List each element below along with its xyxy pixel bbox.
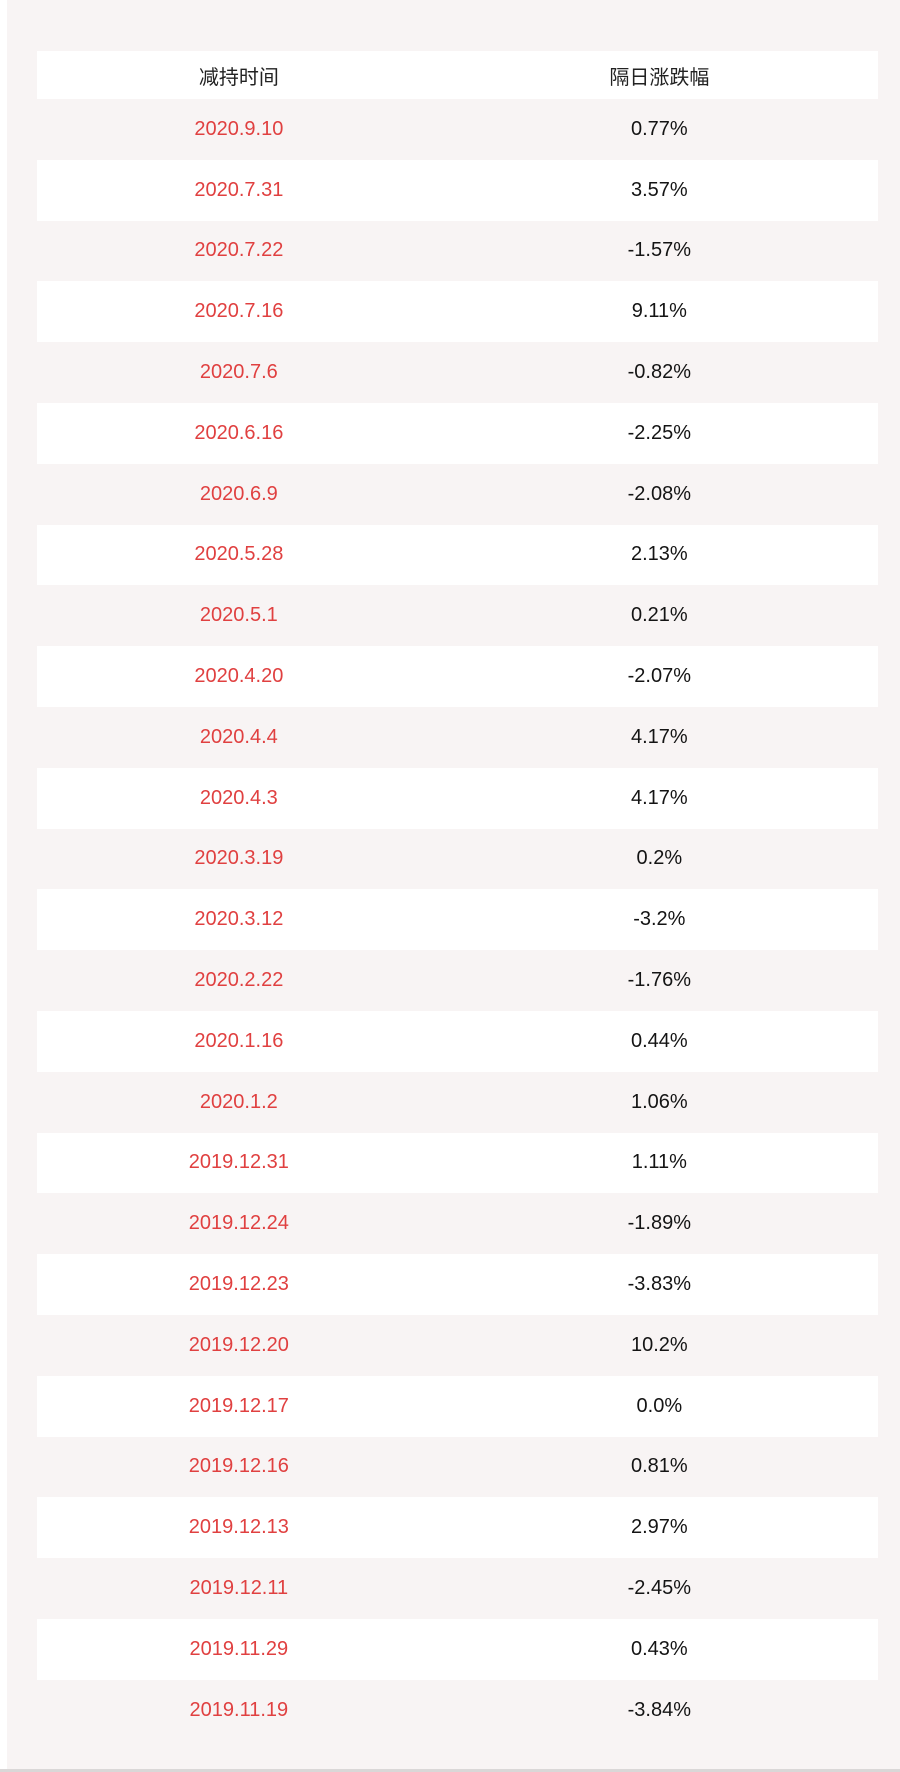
table-row: 2020.9.10 0.77%	[37, 99, 878, 160]
change-cell: -1.89%	[627, 1212, 692, 1235]
change-cell: -0.82%	[627, 361, 692, 384]
table-row: 2020.1.2 1.06%	[37, 1072, 878, 1133]
table-row: 2019.12.31 1.11%	[37, 1132, 878, 1194]
reduction-change-table: 减持时间 隔日涨跌幅 2020.9.10 0.77% 2020.7.31 3.5…	[37, 51, 878, 1741]
table-row: 2020.2.22 -1.76%	[37, 950, 878, 1011]
table-row: 2019.11.19 -3.84%	[37, 1680, 878, 1741]
change-cell: 4.17%	[630, 786, 688, 809]
change-cell: 0.81%	[630, 1455, 688, 1478]
date-cell: 2020.7.22	[194, 239, 284, 262]
table-row: 2019.12.20 10.2%	[37, 1315, 878, 1376]
change-cell: 2.97%	[630, 1516, 688, 1539]
date-cell: 2020.7.6	[199, 361, 278, 384]
change-cell: 1.11%	[631, 1151, 687, 1174]
table-row: 2020.3.12 -3.2%	[37, 889, 878, 951]
change-cell: -1.76%	[627, 969, 692, 992]
table-row: 2020.6.9 -2.08%	[37, 464, 878, 525]
change-cell: -3.83%	[627, 1273, 692, 1296]
header-cell-reduction-time: 减持时间	[198, 66, 279, 89]
date-cell: 2019.11.29	[189, 1637, 289, 1660]
table-row: 2020.7.31 3.57%	[37, 159, 878, 221]
table-row: 2020.6.16 -2.25%	[37, 402, 878, 464]
date-cell: 2020.6.9	[199, 482, 278, 505]
date-cell: 2020.6.16	[194, 421, 284, 444]
table-rows: 2020.9.10 0.77% 2020.7.31 3.57% 2020.7.2…	[37, 99, 878, 1741]
change-cell: -3.84%	[627, 1698, 692, 1721]
table-row: 2019.12.23 -3.83%	[37, 1254, 878, 1315]
date-cell: 2020.5.28	[194, 543, 284, 566]
change-cell: -2.25%	[627, 421, 692, 444]
table-row: 2020.7.22 -1.57%	[37, 221, 878, 282]
date-cell: 2020.4.3	[199, 786, 278, 809]
change-cell: -2.08%	[627, 482, 692, 505]
date-cell: 2019.12.24	[188, 1212, 289, 1235]
date-cell: 2020.3.19	[194, 847, 284, 870]
table-row: 2020.1.16 0.44%	[37, 1010, 878, 1072]
change-cell: 0.21%	[630, 604, 688, 627]
change-cell: 0.2%	[636, 847, 683, 870]
date-cell: 2020.7.31	[194, 178, 284, 201]
change-cell: 2.13%	[630, 543, 688, 566]
change-cell: 0.43%	[630, 1637, 688, 1660]
date-cell: 2019.12.20	[188, 1333, 289, 1356]
date-cell: 2019.12.17	[188, 1394, 289, 1417]
left-edge-strip	[0, 0, 7, 1772]
date-cell: 2019.12.13	[188, 1516, 289, 1539]
table-row: 2020.4.4 4.17%	[37, 707, 878, 768]
date-cell: 2020.9.10	[194, 117, 284, 140]
date-cell: 2020.5.1	[199, 604, 278, 627]
change-cell: 9.11%	[631, 300, 687, 323]
change-cell: -2.07%	[627, 665, 692, 688]
table-header-row: 减持时间 隔日涨跌幅	[37, 51, 878, 99]
change-cell: 0.77%	[630, 117, 688, 140]
table-row: 2019.12.24 -1.89%	[37, 1193, 878, 1254]
date-cell: 2020.3.12	[194, 908, 284, 931]
table-row: 2019.11.29 0.43%	[37, 1618, 878, 1680]
header-cell-next-day-change: 隔日涨跌幅	[609, 66, 710, 89]
date-cell: 2019.12.11	[189, 1577, 289, 1600]
date-cell: 2020.2.22	[194, 969, 284, 992]
change-cell: -1.57%	[627, 239, 692, 262]
date-cell: 2020.4.20	[194, 665, 284, 688]
date-cell: 2019.11.19	[189, 1698, 289, 1721]
change-cell: 4.17%	[630, 725, 688, 748]
table-row: 2019.12.17 0.0%	[37, 1375, 878, 1437]
table-row: 2020.7.16 9.11%	[37, 281, 878, 343]
table-row: 2020.4.20 -2.07%	[37, 646, 878, 707]
change-cell: -3.2%	[633, 908, 686, 931]
table-row: 2020.7.6 -0.82%	[37, 342, 878, 403]
table-row: 2020.4.3 4.17%	[37, 767, 878, 829]
change-cell: 1.06%	[630, 1090, 688, 1113]
date-cell: 2020.1.16	[194, 1029, 284, 1052]
change-cell: 0.44%	[630, 1029, 688, 1052]
change-cell: -2.45%	[627, 1577, 692, 1600]
change-cell: 3.57%	[630, 178, 688, 201]
bottom-border-line	[0, 1769, 900, 1772]
date-cell: 2020.7.16	[194, 300, 284, 323]
table-row: 2019.12.13 2.97%	[37, 1497, 878, 1559]
table-row: 2019.12.11 -2.45%	[37, 1558, 878, 1619]
change-cell: 10.2%	[630, 1333, 688, 1356]
table-row: 2019.12.16 0.81%	[37, 1437, 878, 1498]
date-cell: 2020.1.2	[199, 1090, 278, 1113]
change-cell: 0.0%	[636, 1394, 683, 1417]
table-row: 2020.3.19 0.2%	[37, 829, 878, 890]
date-cell: 2019.12.23	[188, 1273, 289, 1296]
date-cell: 2019.12.16	[188, 1455, 289, 1478]
table-row: 2020.5.1 0.21%	[37, 585, 878, 646]
table-row: 2020.5.28 2.13%	[37, 524, 878, 586]
date-cell: 2019.12.31	[188, 1151, 289, 1174]
date-cell: 2020.4.4	[199, 725, 278, 748]
